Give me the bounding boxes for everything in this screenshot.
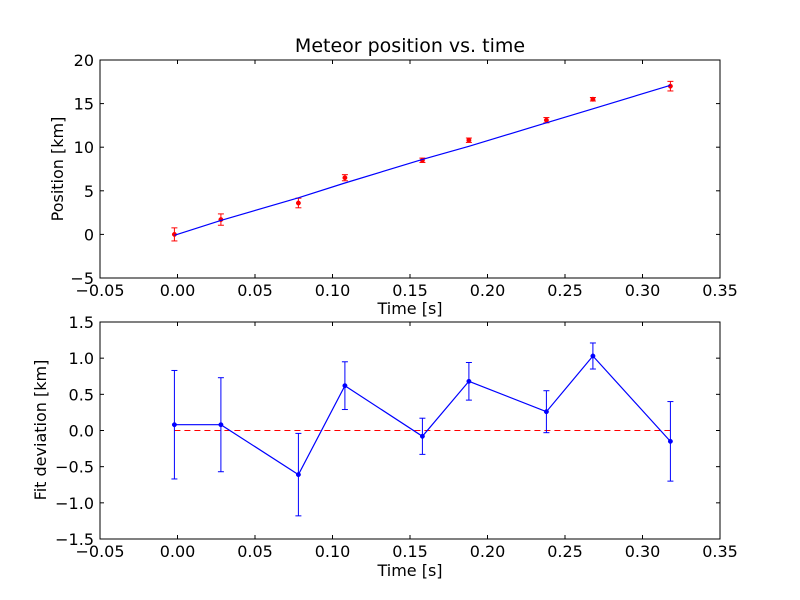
deviation-plot-x-tick-label: 0.15 (392, 542, 428, 561)
position-plot-x-tick-label: 0.30 (625, 281, 661, 300)
position-plot-y-tick-label: −5 (70, 269, 94, 288)
deviation-plot-x-tick-label: 0.10 (315, 542, 351, 561)
position-plot-x-tick-label: 0.15 (392, 281, 428, 300)
data-point (419, 433, 425, 439)
deviation-plot-x-axis-label: Time [s] (376, 561, 442, 580)
position-plot-y-tick-label: 0 (84, 225, 94, 244)
position-plot-x-tick-label: 0.20 (470, 281, 506, 300)
deviation-plot-y-tick-label: 1.5 (69, 313, 94, 332)
data-point (342, 175, 348, 181)
position-plot-x-tick-label: 0.35 (702, 281, 738, 300)
deviation-plot: −0.05 0.00 0.05 0.10 0.15 0.20 0.25 0.30 0.35 −1.… (31, 313, 738, 580)
deviation-plot-y-tick-label: 0.0 (69, 422, 94, 441)
deviation-plot-y-tick-label: 1.0 (69, 349, 94, 368)
data-point (295, 472, 301, 478)
deviation-plot-x-tick-label: 0.25 (547, 542, 583, 561)
linear-fit-line (174, 84, 671, 236)
deviation-plot-x-tick-label: −0.05 (75, 542, 124, 561)
deviation-plot-x-tick-label: 0.30 (625, 542, 661, 561)
position-plot-y-tick-label: 20 (74, 51, 94, 70)
position-plot-x-tick-label: 0.10 (315, 281, 351, 300)
deviation-plot-x-tick-label: 0.20 (470, 542, 506, 561)
deviation-plot-x-tick-label: 0.35 (702, 542, 738, 561)
position-plot-x-tick-label: 0.00 (160, 281, 196, 300)
deviation-plot-x-tick-label: 0.05 (237, 542, 273, 561)
position-plot: −0.05 0.00 0.05 0.10 0.15 0.20 0.25 0.30 0.35 −5 0… (48, 35, 738, 318)
data-point (466, 378, 472, 384)
deviation-plot-y-tick-label: −1.0 (55, 494, 94, 513)
position-plot-y-axis-label: Position [km] (48, 117, 67, 222)
deviation-plot-y-tick-label: 0.5 (69, 385, 94, 404)
data-point (171, 422, 177, 428)
data-point (590, 353, 596, 359)
position-plot-area (100, 60, 720, 278)
position-plot-y-tick-label: 15 (74, 95, 94, 114)
position-plot-x-axis-label: Time [s] (376, 299, 442, 318)
data-point (590, 96, 596, 102)
data-point (295, 200, 301, 206)
position-plot-x-tick-label: 0.05 (237, 281, 273, 300)
position-plot-x-tick-label: −0.05 (75, 281, 124, 300)
deviation-plot-y-tick-label: −0.5 (55, 458, 94, 477)
data-point (342, 383, 348, 389)
position-plot-y-tick-label: 10 (74, 138, 94, 157)
chart-title: Meteor position vs. time (295, 35, 525, 57)
deviation-plot-y-tick-label: −1.5 (55, 530, 94, 549)
deviation-plot-y-axis-label: Fit deviation [km] (31, 360, 50, 501)
data-point (466, 137, 472, 143)
data-point (667, 438, 673, 444)
deviation-plot-x-tick-label: 0.00 (160, 542, 196, 561)
data-point (543, 117, 549, 123)
position-plot-x-tick-label: 0.25 (547, 281, 583, 300)
data-point (218, 422, 224, 428)
data-point (543, 409, 549, 415)
position-plot-y-tick-label: 5 (84, 182, 94, 201)
